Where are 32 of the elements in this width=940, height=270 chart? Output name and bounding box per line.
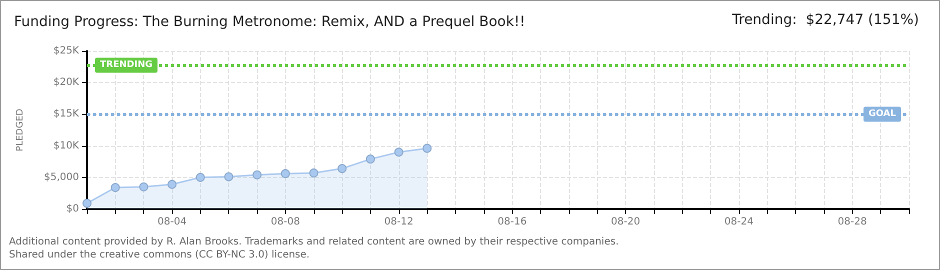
y-tick-label: $20K: [53, 77, 80, 88]
point: [280, 169, 290, 178]
x-tick-label: 08-08: [270, 216, 300, 228]
point: [422, 144, 432, 153]
text: Additional content provided by R. Alan Brooks. Trademarks and related content are owned by their respective companies.: [9, 236, 619, 248]
y-tick-label: $25K: [53, 46, 80, 56]
x-tick-label: 08-24: [724, 216, 754, 228]
y-axis-title: PLEDGED: [16, 108, 26, 152]
y-tick-label: $10K: [53, 140, 80, 152]
x-tick-label: 08-16: [498, 216, 527, 228]
point: [252, 170, 262, 180]
point: [139, 182, 148, 192]
point: [309, 168, 318, 178]
x-tick-label: 08-20: [611, 216, 640, 228]
y-tick-label: $15K: [53, 108, 80, 120]
x-tick-label: 08-04: [158, 216, 187, 228]
ref-line-label: TRENDING: [100, 60, 152, 70]
text: Trending: $22,747 (151%): [731, 12, 919, 28]
point: [168, 180, 177, 189]
x-tick-label: 08-12: [384, 216, 414, 228]
point: [394, 148, 404, 157]
y-tick-label: $5,000: [44, 172, 79, 183]
x-tick-label: 08-28: [838, 216, 867, 228]
point: [224, 172, 234, 182]
y-tick-label: $0: [66, 204, 79, 214]
point: [338, 164, 347, 174]
text: Shared under the creative commons (CC BY-NC 3.0) license.: [9, 250, 310, 260]
point: [110, 183, 120, 192]
chart-title: Funding Progress: The Burning Metronome: Remix, AND a Prequel Book!!: [14, 14, 526, 30]
ref-line-label: GOAL: [868, 109, 896, 120]
point: [196, 172, 205, 182]
point: [366, 154, 375, 164]
